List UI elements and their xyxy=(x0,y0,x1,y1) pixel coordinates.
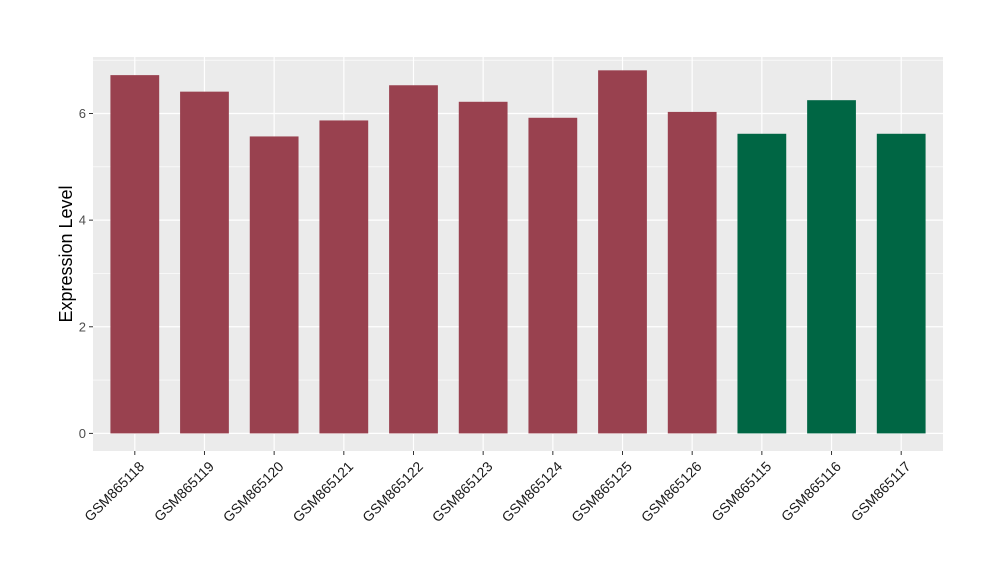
y-tick-label: 2 xyxy=(79,319,86,334)
x-tick-label: GSM865125 xyxy=(568,458,635,525)
bar-GSM865116 xyxy=(807,100,856,434)
bar-GSM865115 xyxy=(737,133,787,434)
x-tick-label: GSM865120 xyxy=(220,458,287,525)
y-tick-label: 0 xyxy=(79,426,86,441)
bar-GSM865125 xyxy=(598,70,647,434)
bar-GSM865123 xyxy=(458,101,508,434)
x-axis: GSM865118 GSM865119 GSM865120 GSM865121 GSM8… xyxy=(81,451,914,525)
y-axis-title: Expression Level xyxy=(56,185,76,322)
bar-GSM865120 xyxy=(249,136,299,434)
plot-panel xyxy=(93,57,943,451)
y-tick-label: 4 xyxy=(79,213,86,228)
x-tick-label: GSM865126 xyxy=(638,458,705,525)
x-tick-label: GSM865124 xyxy=(498,458,565,525)
y-axis: 0 2 4 6 xyxy=(79,106,93,441)
x-tick-label: GSM865123 xyxy=(429,458,496,525)
x-tick-label: GSM865119 xyxy=(151,458,217,524)
bar-GSM865118 xyxy=(110,75,160,434)
x-tick-label: GSM865117 xyxy=(848,458,914,524)
bar-GSM865124 xyxy=(528,117,578,434)
minor-gridlines xyxy=(93,59,943,381)
x-tick-label: GSM865115 xyxy=(708,458,774,524)
bar-GSM865126 xyxy=(667,111,717,434)
bars xyxy=(110,70,926,434)
bar-GSM865122 xyxy=(389,85,438,434)
x-tick-label: GSM865118 xyxy=(81,458,147,524)
bar-GSM865121 xyxy=(319,120,369,434)
x-tick-label: GSM865121 xyxy=(289,458,356,525)
x-tick-label: GSM865116 xyxy=(778,458,844,524)
bar-GSM865119 xyxy=(180,91,229,434)
x-tick-label: GSM865122 xyxy=(359,458,426,525)
y-tick-label: 6 xyxy=(79,106,86,121)
bar-GSM865117 xyxy=(876,133,926,434)
